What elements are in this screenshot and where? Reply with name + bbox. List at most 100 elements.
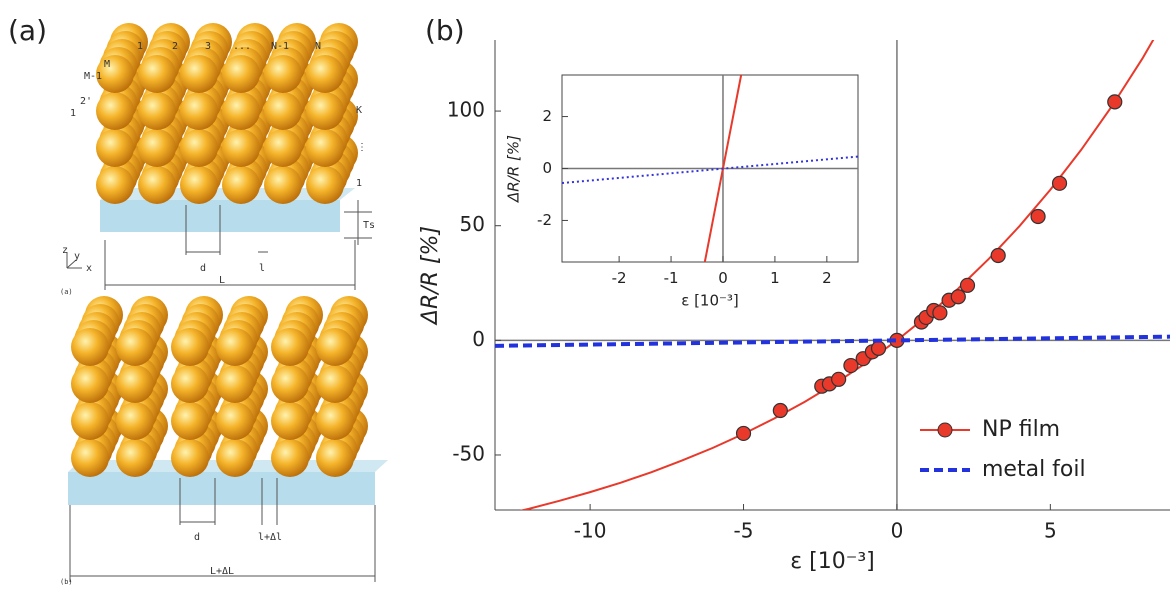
sphere	[306, 166, 344, 204]
sphere	[116, 328, 154, 366]
caption: (b)	[60, 578, 73, 586]
x-tick-label: -1	[664, 269, 679, 287]
legend-label: NP film	[982, 417, 1060, 442]
y-tick-label: 50	[460, 212, 485, 236]
sphere	[180, 55, 218, 93]
layer-label: ⋮	[357, 142, 367, 153]
spacing-label: l	[259, 263, 265, 274]
plot	[495, 40, 1170, 510]
x-tick-label: 0	[718, 269, 728, 287]
data-point	[843, 357, 859, 374]
x-axis-label: ε [10⁻³]	[790, 549, 874, 574]
sphere	[71, 439, 109, 477]
sphere	[71, 328, 109, 366]
caption: (a)	[60, 288, 73, 296]
row-label: M	[104, 59, 110, 70]
y-axis-label: ΔR/R [%]	[418, 226, 443, 326]
sphere	[264, 129, 302, 167]
y-tick-label: 100	[447, 98, 485, 122]
sphere	[264, 55, 302, 93]
sphere	[271, 439, 309, 477]
sphere	[216, 328, 254, 366]
y-tick-label: 2	[542, 107, 552, 125]
sphere	[271, 365, 309, 403]
x-tick-label: -5	[734, 519, 754, 543]
sphere	[171, 365, 209, 403]
sphere	[306, 92, 344, 130]
sphere	[71, 365, 109, 403]
axis-label: z	[62, 245, 68, 256]
gap-label: d	[194, 532, 200, 543]
row-label: 2'	[80, 96, 92, 107]
axis-label: y	[74, 251, 80, 262]
sphere	[264, 92, 302, 130]
column-label: 2	[172, 41, 178, 52]
row-label: 1	[70, 108, 76, 119]
data-point	[1030, 208, 1046, 225]
sphere	[316, 402, 354, 440]
sphere	[96, 166, 134, 204]
sphere	[96, 55, 134, 93]
y-tick-label: -2	[537, 211, 552, 229]
sphere	[138, 166, 176, 204]
length-label: L	[219, 275, 225, 286]
sphere	[116, 365, 154, 403]
series-line	[495, 334, 1170, 348]
sphere	[116, 402, 154, 440]
y-tick-label: 0	[542, 159, 552, 177]
sphere	[306, 55, 344, 93]
data-point	[1051, 175, 1068, 191]
sphere	[171, 328, 209, 366]
panel-label: (b)	[425, 14, 465, 47]
y-tick-label: -50	[452, 441, 485, 465]
data-point	[950, 289, 966, 305]
axis-label: x	[86, 263, 92, 274]
column-label: N	[315, 41, 321, 52]
gap-label: d	[200, 263, 206, 274]
sphere	[216, 402, 254, 440]
layer-label: 1	[356, 178, 362, 189]
sphere	[71, 402, 109, 440]
sphere	[180, 129, 218, 167]
layer-label: K	[356, 105, 362, 116]
column-label: N-1	[271, 41, 289, 52]
sphere	[180, 166, 218, 204]
sphere	[138, 129, 176, 167]
sphere	[171, 439, 209, 477]
sphere	[138, 55, 176, 93]
column-label: ...	[233, 41, 251, 52]
substrate	[68, 472, 375, 505]
data-point	[870, 340, 887, 356]
x-tick-label: -2	[612, 269, 627, 287]
sphere	[316, 365, 354, 403]
y-tick-label: 0	[472, 327, 485, 351]
sphere	[96, 129, 134, 167]
x-tick-label: 2	[822, 269, 832, 287]
column-label: 3	[205, 41, 211, 52]
thickness-label: Ts	[363, 220, 375, 231]
sphere	[316, 439, 354, 477]
sphere	[271, 328, 309, 366]
sphere	[222, 55, 260, 93]
sphere	[180, 92, 218, 130]
x-tick-label: 5	[1044, 519, 1057, 543]
data-point	[959, 277, 976, 293]
sphere	[96, 92, 134, 130]
data-point	[990, 247, 1006, 264]
x-tick-label: -10	[574, 519, 607, 543]
y-axis-label: ΔR/R [%]	[505, 135, 523, 203]
x-tick-label: 0	[891, 519, 904, 543]
sphere	[316, 328, 354, 366]
data-point	[831, 371, 847, 387]
illustration-labels: 1 2 3 ... N-1 N 1 2' M-1 M K ⋮ 1 Ts d l …	[60, 41, 376, 586]
legend-label: metal foil	[982, 457, 1086, 482]
data-point	[932, 305, 948, 321]
sphere	[222, 92, 260, 130]
sphere	[222, 129, 260, 167]
panel-label: (a)	[8, 14, 47, 47]
sphere	[306, 129, 344, 167]
data-point	[735, 425, 752, 442]
length-label: L+ΔL	[210, 566, 234, 577]
